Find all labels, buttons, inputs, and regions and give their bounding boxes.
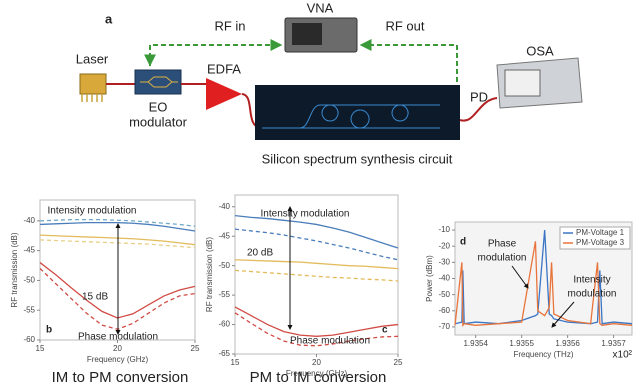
vna-label: VNA	[307, 0, 334, 15]
circuit-label: Silicon spectrum synthesis circuit	[262, 151, 453, 166]
legend-box	[559, 226, 631, 250]
annotation: modulation	[568, 289, 617, 300]
laser-chip	[79, 73, 107, 95]
rf-out-link	[359, 39, 458, 90]
annotation: 20 dB	[247, 248, 273, 259]
series-line	[234, 306, 399, 337]
chip-waveguides	[262, 104, 440, 129]
x-tick-label: 1.9357	[601, 339, 626, 348]
x-axis-title: Frequency (THz)	[513, 350, 573, 359]
y-tick-label: -60	[23, 335, 35, 344]
annotation: Phase modulation	[290, 336, 370, 347]
x-axis-title: Frequency (GHz)	[87, 355, 149, 364]
y-tick-label: -70	[438, 322, 450, 331]
y-tick-label: -55	[23, 305, 35, 314]
y-tick-label: -60	[218, 320, 230, 329]
series-line	[234, 259, 399, 270]
x-tick-label: 1.9356	[555, 339, 580, 348]
series-line	[234, 214, 399, 249]
vna-screen	[292, 23, 322, 45]
legend-label: PM-Voltage 1	[576, 228, 625, 237]
y-tick-label: -45	[23, 246, 35, 255]
annotation-arrow	[551, 301, 575, 328]
y-tick-label: -50	[23, 276, 35, 285]
annotation: Intensity modulation	[48, 206, 137, 217]
x-tick-label: 1.9355	[509, 339, 534, 348]
legend-label: PM-Voltage 3	[576, 238, 625, 247]
chip	[255, 85, 460, 140]
fiber	[459, 97, 498, 122]
annotation: modulation	[478, 253, 527, 264]
series-line	[454, 241, 633, 328]
x-tick-label: 25	[394, 358, 403, 367]
laser-pins	[81, 94, 103, 102]
annotation-arrow	[511, 265, 529, 289]
modulator-label: modulator	[129, 114, 187, 129]
x-tick-label: 1.9354	[463, 339, 488, 348]
y-tick-label: -65	[218, 349, 230, 358]
setup-diagram	[79, 17, 583, 140]
annotation: Phase	[488, 239, 517, 250]
x-tick-label: 15	[36, 344, 45, 353]
y-tick-label: -40	[218, 202, 230, 211]
y-tick-label: -60	[438, 306, 450, 315]
y-tick-label: -40	[23, 216, 35, 225]
annotation: Intensity modulation	[261, 209, 350, 220]
y-tick-label: -55	[218, 290, 230, 299]
panel-label: a	[105, 11, 113, 26]
x-tick-label: 15	[231, 358, 240, 367]
y-tick-label: -20	[438, 241, 450, 250]
series-line	[39, 221, 196, 232]
edfa-label: EDFA	[207, 61, 241, 76]
caption: IM to PM conversion	[52, 369, 189, 386]
x-tick-label: 20	[312, 358, 321, 367]
annotation: Intensity	[573, 275, 610, 286]
x-axis-title: Frequency (GHz)	[286, 369, 348, 378]
x-tick-label: 25	[191, 344, 200, 353]
modulator-label: EO	[149, 99, 168, 114]
series-line	[234, 269, 399, 282]
y-tick-label: -40	[438, 274, 450, 283]
annotation: b	[46, 325, 52, 336]
x-tick-label: 20	[113, 344, 122, 353]
series-line	[39, 219, 196, 227]
pd-label: PD	[470, 89, 488, 104]
y-tick-label: -50	[218, 261, 230, 270]
modulator-wg	[140, 76, 178, 88]
rf-in-label: RF in	[214, 18, 245, 33]
y-tick-label: -45	[218, 231, 230, 240]
x-scale-label: x10²	[613, 350, 633, 361]
y-tick-label: -50	[438, 290, 450, 299]
annotation: 15 dB	[82, 292, 108, 303]
annotation: d	[460, 237, 466, 248]
y-axis-title: Power (dBm)	[425, 255, 434, 302]
annotation: c	[382, 325, 388, 336]
laser-label: Laser	[76, 51, 109, 66]
osa-label: OSA	[526, 43, 554, 58]
y-tick-label: -10	[438, 225, 450, 234]
y-axis-title: RF transmission (dB)	[10, 232, 19, 307]
y-axis-title: RF transmission (dB)	[205, 237, 214, 312]
y-tick-label: -30	[438, 257, 450, 266]
caption: PM to IM conversion	[250, 369, 387, 386]
rf-out-label: RF out	[385, 18, 424, 33]
annotation: Phase modulation	[78, 332, 158, 343]
edfa-triangle	[206, 78, 242, 110]
osa-screen	[504, 69, 541, 97]
